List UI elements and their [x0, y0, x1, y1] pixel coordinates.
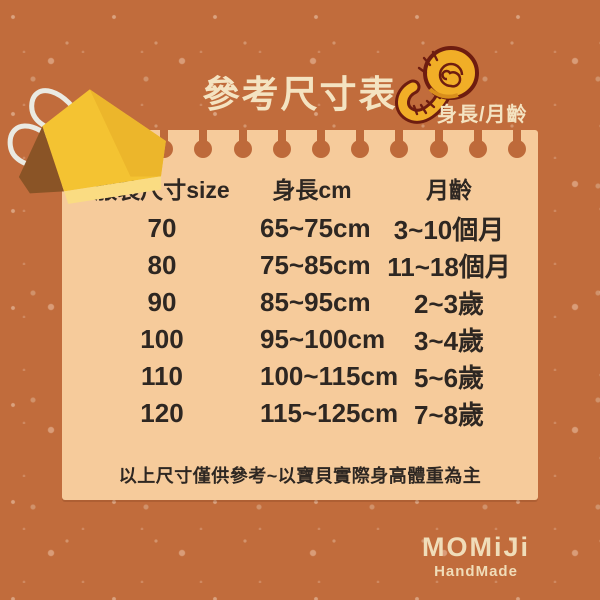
- table-row: 100 95~100cm 3~4歲: [64, 321, 534, 358]
- header-age: 月齡: [426, 177, 472, 203]
- age-cell: 3~10個月: [393, 215, 505, 245]
- size-table-body: 70 65~75cm 3~10個月 80 75~85cm 11~18個月 90 85~95cm…: [64, 210, 534, 432]
- disclaimer-note: 以上尺寸僅供參考~以寶貝實際身高體重為主: [118, 466, 482, 486]
- table-row: 120 115~125cm 7~8歲: [64, 395, 534, 432]
- height-cell: 95~100cm: [260, 324, 386, 354]
- height-cell: 65~75cm: [260, 213, 371, 243]
- size-cell: 80: [147, 250, 177, 280]
- age-cell: 2~3歲: [413, 289, 485, 319]
- table-row: 80 75~85cm 11~18個月: [64, 247, 534, 284]
- size-cell: 110: [141, 361, 183, 391]
- height-cell: 115~125cm: [260, 398, 399, 428]
- size-cell: 100: [140, 324, 184, 354]
- table-row: 90 85~95cm 2~3歲: [64, 284, 534, 321]
- ring-tab: [390, 130, 409, 158]
- size-cell: 120: [140, 398, 184, 428]
- header-height: 身長cm: [272, 177, 352, 203]
- ring-tab: [429, 130, 448, 158]
- age-cell: 3~4歲: [413, 326, 485, 356]
- ring-tab: [194, 130, 213, 158]
- binder-clip-icon: [7, 88, 166, 204]
- ring-tab: [507, 130, 526, 158]
- ring-tab: [468, 130, 487, 158]
- measuring-tape-icon: [395, 46, 479, 124]
- age-cell: 11~18個月: [387, 252, 511, 282]
- ring-tab: [311, 130, 330, 158]
- height-cell: 85~95cm: [260, 287, 371, 317]
- ring-tab: [233, 130, 252, 158]
- ring-tab: [272, 130, 291, 158]
- age-cell: 5~6歲: [413, 363, 485, 393]
- page-title: 參考尺寸表: [202, 74, 398, 115]
- height-cell: 75~85cm: [260, 250, 371, 280]
- height-cell: 100~115cm: [260, 361, 399, 391]
- ring-tab: [351, 130, 370, 158]
- brand-tagline: HandMade: [434, 563, 518, 580]
- brand-logo: MOMiJi HandMade: [388, 532, 564, 581]
- brand-name: MOMiJi: [421, 532, 530, 562]
- table-row: 110 100~115cm 5~6歲: [64, 358, 534, 395]
- size-cell: 90: [147, 287, 177, 317]
- subtitle-height-age: 身長/月齡: [437, 104, 528, 126]
- age-cell: 7~8歲: [413, 400, 485, 430]
